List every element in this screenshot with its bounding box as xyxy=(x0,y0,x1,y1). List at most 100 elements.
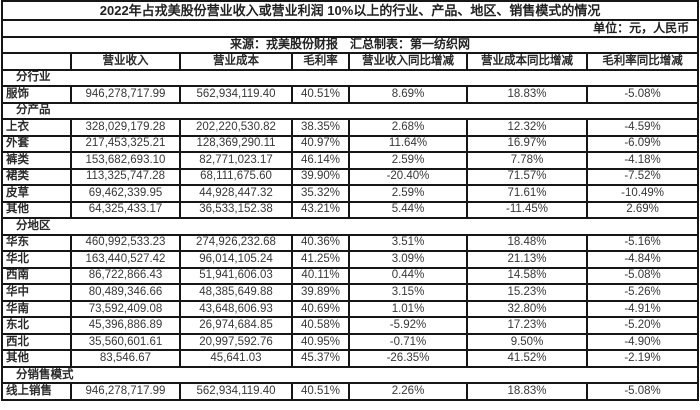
cell-value: -0.71% xyxy=(348,332,468,352)
cell-value: 328,029,179.28 xyxy=(70,118,181,137)
cell-value: 40.51% xyxy=(291,382,350,401)
cell-value: -5.20% xyxy=(585,316,700,335)
cell-value: 18.48% xyxy=(466,233,588,253)
table-row: 华北 163,440,527.42 96,014,105.24 41.25% 3.09%… xyxy=(1,250,700,269)
cell-value: 40.58% xyxy=(291,316,350,335)
cell-value: 20,997,592.76 xyxy=(179,332,293,352)
table-row: 皮草 69,462,339.95 44,928,447.32 35.32% 2.59% 7… xyxy=(1,184,700,203)
table-row: 华中 80,489,346.66 48,385,649.88 39.89% 3.15% 1… xyxy=(1,283,700,302)
cell-value: 946,278,717.99 xyxy=(70,85,181,104)
cell-value: 15.23% xyxy=(466,283,588,302)
cell-value: -10.49% xyxy=(585,184,700,203)
cell-value: -4.91% xyxy=(585,299,700,319)
cell-value: 12.32% xyxy=(466,118,588,137)
cell-value: 16.97% xyxy=(466,134,588,154)
financial-table: 2022年占戎美股份营业收入或营业利润 10%以上的行业、产品、地区、销售模式的… xyxy=(0,0,700,401)
cell-value: 460,992,533.23 xyxy=(70,233,181,253)
cell-value: 45,641.03 xyxy=(179,349,293,368)
column-header: 毛利率同比增减 xyxy=(585,52,700,71)
cell-value: -5.26% xyxy=(585,283,700,302)
cell-value: 40.97% xyxy=(291,134,350,154)
row-label: 外套 xyxy=(1,134,72,154)
cell-value: 39.89% xyxy=(291,283,350,302)
cell-value: 3.09% xyxy=(348,250,468,269)
cell-value: -7.52% xyxy=(585,167,700,187)
cell-value: -5.08% xyxy=(585,266,700,286)
cell-value: 2.59% xyxy=(348,184,468,203)
section-label: 分销售模式 xyxy=(0,365,700,385)
cell-value: -20.40% xyxy=(348,167,468,187)
column-header: 营业收入同比增减 xyxy=(348,52,468,71)
cell-value: -4.59% xyxy=(585,118,700,137)
cell-value: 46.14% xyxy=(291,151,350,170)
table-row: 裙类 113,325,747.28 68,111,675.60 39.90% -20.4… xyxy=(1,167,700,187)
cell-value: 128,369,290.11 xyxy=(179,134,293,154)
cell-value: 45.37% xyxy=(291,349,350,368)
cell-value: 163,440,527.42 xyxy=(70,250,181,269)
table-row: 其他 64,325,433.17 36,533,152.38 43.21% 5.44% -… xyxy=(1,200,700,220)
cell-value: 2.59% xyxy=(348,151,468,170)
section-row: 分产品 xyxy=(0,101,700,121)
cell-value: 946,278,717.99 xyxy=(70,382,181,401)
cell-value: 7.78% xyxy=(466,151,588,170)
row-label: 其他 xyxy=(1,200,72,220)
table-row: 西北 35,560,601.61 20,997,592.76 40.95% -0.71%… xyxy=(1,332,700,352)
cell-value: 38.35% xyxy=(291,118,350,137)
row-label: 裙类 xyxy=(1,167,72,187)
cell-value: 32.80% xyxy=(466,299,588,319)
column-header: 营业成本 xyxy=(179,52,293,71)
cell-value: -2.19% xyxy=(585,349,700,368)
row-label: 华南 xyxy=(1,299,72,319)
cell-value: 51,941,606.03 xyxy=(179,266,293,286)
cell-value: 40.95% xyxy=(291,332,350,352)
row-label: 线上销售 xyxy=(1,382,72,401)
row-label: 华东 xyxy=(1,233,72,253)
cell-value: 17.23% xyxy=(466,316,588,335)
cell-value: 18.83% xyxy=(466,85,588,104)
corner-cell xyxy=(1,52,72,71)
cell-value: 153,682,693.10 xyxy=(70,151,181,170)
cell-value: 8.69% xyxy=(348,85,468,104)
row-label: 西南 xyxy=(1,266,72,286)
section-row: 分行业 xyxy=(0,68,700,88)
cell-value: -5.16% xyxy=(585,233,700,253)
cell-value: 2.69% xyxy=(585,200,700,220)
section-label: 分地区 xyxy=(0,217,700,236)
section-row: 分销售模式 xyxy=(0,365,700,385)
cell-value: -5.92% xyxy=(348,316,468,335)
table-row: 华南 73,592,409.08 43,648,606.93 40.69% 1.01% 3… xyxy=(1,299,700,319)
row-label: 华中 xyxy=(1,283,72,302)
cell-value: -11.45% xyxy=(466,200,588,220)
table-row: 其他 83,546.67 45,641.03 45.37% -26.35% 41.52% -… xyxy=(1,349,700,368)
cell-value: 40.51% xyxy=(291,85,350,104)
cell-value: 2.26% xyxy=(348,382,468,401)
cell-value: 202,220,530.82 xyxy=(179,118,293,137)
cell-value: -5.08% xyxy=(585,85,700,104)
row-label: 华北 xyxy=(1,250,72,269)
cell-value: 11.64% xyxy=(348,134,468,154)
cell-value: 26,974,684.85 xyxy=(179,316,293,335)
cell-value: -4.18% xyxy=(585,151,700,170)
cell-value: 9.50% xyxy=(466,332,588,352)
cell-value: 43,648,606.93 xyxy=(179,299,293,319)
source-row: 来源：戎美股份财报 汇总制表：第一纺织网 xyxy=(0,35,700,55)
cell-value: 3.51% xyxy=(348,233,468,253)
cell-value: 39.90% xyxy=(291,167,350,187)
source-label: 来源：戎美股份财报 汇总制表：第一纺织网 xyxy=(0,35,700,55)
cell-value: 48,385,649.88 xyxy=(179,283,293,302)
cell-value: -4.84% xyxy=(585,250,700,269)
table-row: 外套 217,453,325.21 128,369,290.11 40.97% 11.6… xyxy=(1,134,700,154)
cell-value: 44,928,447.32 xyxy=(179,184,293,203)
unit-label: 单位：元，人民币 xyxy=(0,19,700,38)
cell-value: 3.15% xyxy=(348,283,468,302)
table-row: 服饰 946,278,717.99 562,934,119.40 40.51% 8.69… xyxy=(1,85,700,104)
cell-value: 562,934,119.40 xyxy=(179,85,293,104)
table-row: 西南 86,722,866.43 51,941,606.03 40.11% 0.44% 1… xyxy=(1,266,700,286)
cell-value: 86,722,866.43 xyxy=(70,266,181,286)
table-row: 东北 45,396,886.89 26,974,684.85 40.58% -5.92%… xyxy=(1,316,700,335)
cell-value: 217,453,325.21 xyxy=(70,134,181,154)
cell-value: 35,560,601.61 xyxy=(70,332,181,352)
cell-value: -26.35% xyxy=(348,349,468,368)
table-row: 上衣 328,029,179.28 202,220,530.82 38.35% 2.68… xyxy=(1,118,700,137)
cell-value: 274,926,232.68 xyxy=(179,233,293,253)
